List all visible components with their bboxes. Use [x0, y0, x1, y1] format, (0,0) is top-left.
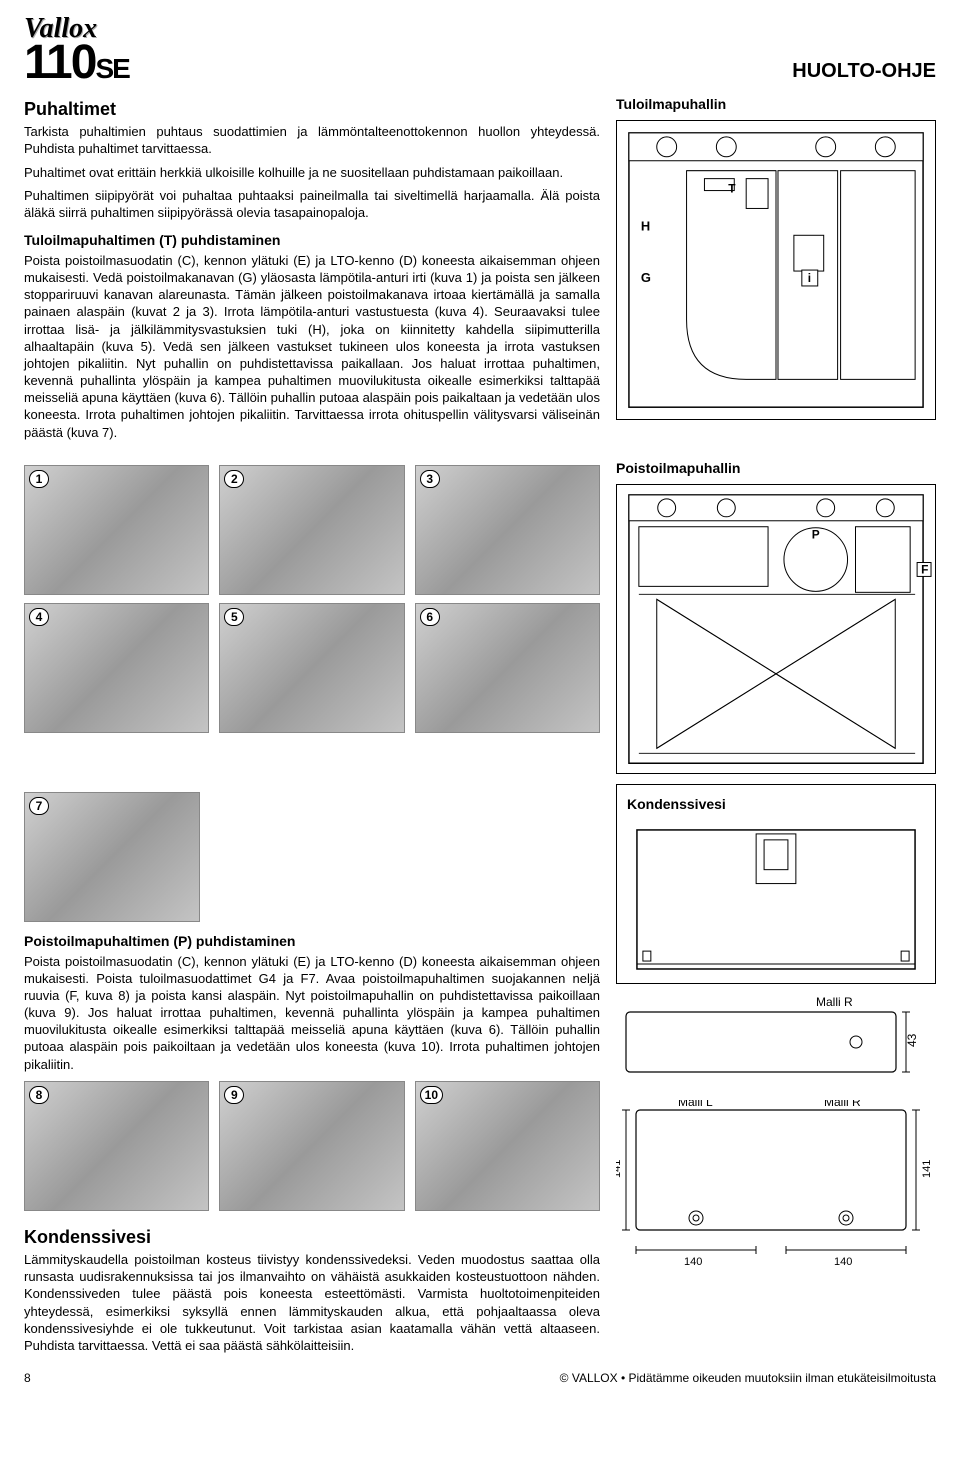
dim-140-right: 140 [834, 1256, 852, 1268]
model-suffix: SE [95, 53, 128, 84]
photo-num: 7 [29, 797, 49, 815]
footer: 8 © VALLOX • Pidätämme oikeuden muutoksi… [24, 1370, 936, 1386]
copyright: © VALLOX • Pidätämme oikeuden muutoksiin… [560, 1370, 936, 1386]
puhaltimet-title: Puhaltimet [24, 97, 600, 121]
tulo-label-G: G [641, 270, 651, 285]
photo-7: 7 [24, 792, 200, 922]
poisto-diagram-title: Poistoilmapuhallin [616, 459, 936, 478]
dim-140-left: 140 [684, 1256, 702, 1268]
dim-141-right: 141 [921, 1159, 933, 1177]
tulo-diagram-svg: T H G i [617, 121, 935, 419]
brand-model: 110SE [24, 41, 129, 84]
tulo-clean-body: Poista poistoilmasuodatin (C), kennon yl… [24, 252, 600, 441]
photo-row-3: 8 9 10 [24, 1081, 600, 1211]
puhaltimet-p3: Puhaltimen siipipyörät voi puhaltaa puht… [24, 187, 600, 221]
photo7-and-poistotext: 7 Poistoilmapuhaltimen (P) puhdistaminen… [24, 784, 600, 1360]
puhaltimet-p2: Puhaltimet ovat erittäin herkkiä ulkoisi… [24, 164, 600, 181]
tulo-label-H: H [641, 218, 650, 233]
kondenssi-title: Kondenssivesi [24, 1225, 600, 1249]
tulo-diagram-box: T H G i [616, 120, 936, 420]
tulo-label-T: T [728, 181, 736, 195]
photo-row-7: 7 [24, 792, 600, 922]
brand-block: Vallox 110SE [24, 16, 129, 84]
malli-r-label: Malli R [816, 995, 853, 1009]
photo-num: 4 [29, 608, 49, 626]
poisto-diagram-svg: P F [617, 485, 935, 773]
kondenssi-diagram-col: Kondenssivesi Malli R 43 [616, 784, 936, 1360]
photo-num: 8 [29, 1086, 49, 1104]
poisto-clean-title: Poistoilmapuhaltimen (P) puhdistaminen [24, 932, 600, 951]
kondenssi-body: Lämmityskaudella poistoilman kosteus tii… [24, 1251, 600, 1354]
photo-row-1: 1 2 3 [24, 465, 600, 595]
mid-section: 1 2 3 4 5 6 Poistoilmapuhallin P [24, 457, 936, 774]
photo-1: 1 [24, 465, 209, 595]
photo-num: 10 [420, 1086, 443, 1104]
photo-8: 8 [24, 1081, 209, 1211]
photo-10: 10 [415, 1081, 600, 1211]
model-r-top-svg: Malli R 43 [616, 992, 936, 1092]
tulo-diagram-col: Tuloilmapuhallin T H [616, 93, 936, 447]
kondenssi-unit-svg [627, 820, 925, 979]
malli-r-label2: Malli R [824, 1100, 861, 1109]
kondenssi-title-box: Kondenssivesi [616, 784, 936, 984]
photo-9: 9 [219, 1081, 404, 1211]
poisto-clean-body: Poista poistoilmasuodatin (C), kennon yl… [24, 953, 600, 1073]
upper-section: Puhaltimet Tarkista puhaltimien puhtaus … [24, 93, 936, 447]
tulo-label-i: i [808, 271, 811, 285]
photo-num: 1 [29, 470, 49, 488]
lower-mid-section: 7 Poistoilmapuhaltimen (P) puhdistaminen… [24, 784, 936, 1360]
photo-num: 3 [420, 470, 440, 488]
dim-43: 43 [905, 1033, 919, 1047]
photo-2: 2 [219, 465, 404, 595]
dim-141-left: 141 [616, 1159, 623, 1177]
photo-num: 5 [224, 608, 244, 626]
tulo-clean-title: Tuloilmapuhaltimen (T) puhdistaminen [24, 231, 600, 250]
tulo-diagram-title: Tuloilmapuhallin [616, 95, 936, 114]
photo-6: 6 [415, 603, 600, 733]
poisto-label-F: F [921, 562, 928, 576]
poisto-label-P: P [812, 527, 820, 541]
photo-row-2: 4 5 6 [24, 603, 600, 733]
poisto-diagram-col: Poistoilmapuhallin P F [616, 457, 936, 774]
poisto-diagram-box: P F [616, 484, 936, 774]
puhaltimet-p1: Tarkista puhaltimien puhtaus suodattimie… [24, 123, 600, 157]
photo-num: 2 [224, 470, 244, 488]
photo-num: 9 [224, 1086, 244, 1104]
header-row: Vallox 110SE HUOLTO-OHJE [24, 16, 936, 85]
photo-num: 6 [420, 608, 440, 626]
photo-grid-123456: 1 2 3 4 5 6 [24, 457, 600, 774]
model-lr-bottom-svg: Malli L Malli R 141 141 140 140 [616, 1100, 936, 1280]
photo-4: 4 [24, 603, 209, 733]
photo-3: 3 [415, 465, 600, 595]
photo-5: 5 [219, 603, 404, 733]
model-number: 110 [24, 36, 95, 89]
page-number: 8 [24, 1370, 31, 1386]
kondenssi-box-title: Kondenssivesi [627, 795, 925, 814]
puhaltimet-text: Puhaltimet Tarkista puhaltimien puhtaus … [24, 93, 600, 447]
doc-type: HUOLTO-OHJE [792, 58, 936, 85]
malli-l-label: Malli L [678, 1100, 713, 1109]
